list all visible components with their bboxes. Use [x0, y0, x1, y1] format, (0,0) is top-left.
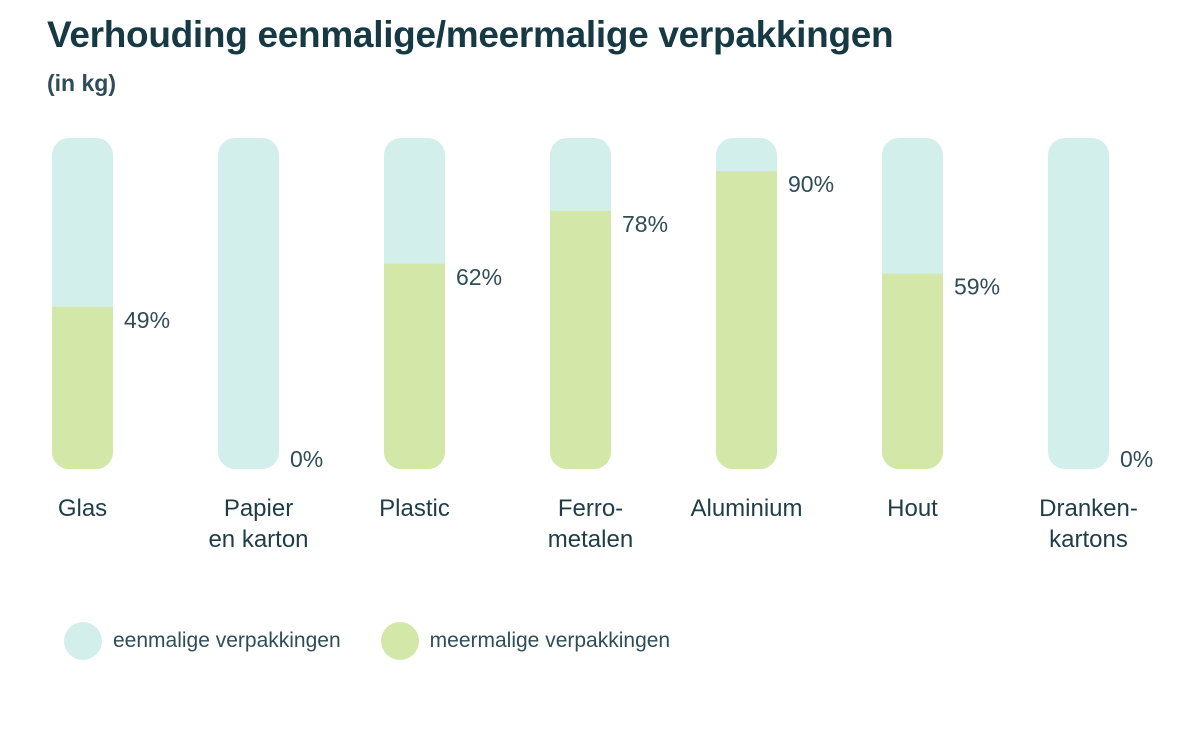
- category-label-papier-en-karton: Papier en karton: [208, 495, 308, 553]
- bar-meermalig-glas: [52, 306, 113, 469]
- category-label-plastic: Plastic: [379, 495, 450, 522]
- bar-meermalig-plastic: [384, 263, 445, 469]
- bar-group-ferro-metalen: 78% Ferro-metalen: [548, 138, 668, 553]
- bar-eenmalig-papier-en-karton: [218, 138, 279, 469]
- legend-item-eenmalig: eenmalige verpakkingen: [64, 622, 341, 660]
- legend: eenmalige verpakkingen meermalige verpak…: [64, 622, 710, 660]
- legend-label-eenmalig: eenmalige verpakkingen: [113, 629, 341, 652]
- legend-swatch-meermalig: [380, 622, 419, 660]
- bar-group-papier-en-karton: 0% Papier en karton: [208, 138, 323, 553]
- bar-group-glas: 49% Glas: [52, 138, 170, 522]
- bar-group-plastic: 62% Plastic: [379, 138, 502, 522]
- bar-group-aluminium: 90% Aluminium: [690, 138, 834, 522]
- data-label-dranken-kartons: 0%: [1120, 446, 1153, 472]
- stacked-bar-chart: 49% Glas 0% Papier en karton 62% Plastic 78% Fer…: [52, 138, 1153, 553]
- chart-subtitle: (in kg): [47, 70, 116, 96]
- legend-label-meermalig: meermalige verpakkingen: [429, 629, 671, 652]
- bar-meermalig-hout: [882, 273, 943, 469]
- bar-eenmalig-dranken-kartons: [1048, 138, 1109, 469]
- data-label-ferro-metalen: 78%: [622, 211, 668, 237]
- legend-item-meermalig: meermalige verpakkingen: [380, 622, 671, 660]
- bar-meermalig-ferro-metalen: [550, 210, 611, 469]
- bar-group-dranken-kartons: 0% Dranken-kartons: [1039, 138, 1153, 553]
- category-label-ferro-metalen: Ferro-metalen: [548, 495, 633, 553]
- data-label-hout: 59%: [954, 274, 1000, 300]
- category-label-hout: Hout: [887, 495, 938, 522]
- data-label-papier-en-karton: 0%: [290, 446, 323, 472]
- data-label-glas: 49%: [124, 307, 170, 333]
- data-label-plastic: 62%: [456, 264, 502, 290]
- category-label-dranken-kartons: Dranken-kartons: [1039, 495, 1138, 553]
- legend-swatch-eenmalig: [64, 622, 102, 660]
- chart-title: Verhouding eenmalige/meermalige verpakki…: [47, 14, 894, 55]
- bar-group-hout: 59% Hout: [882, 138, 1000, 522]
- data-label-aluminium: 90%: [788, 171, 834, 197]
- bar-meermalig-aluminium: [716, 171, 777, 469]
- category-label-glas: Glas: [58, 495, 107, 522]
- category-label-aluminium: Aluminium: [690, 495, 802, 522]
